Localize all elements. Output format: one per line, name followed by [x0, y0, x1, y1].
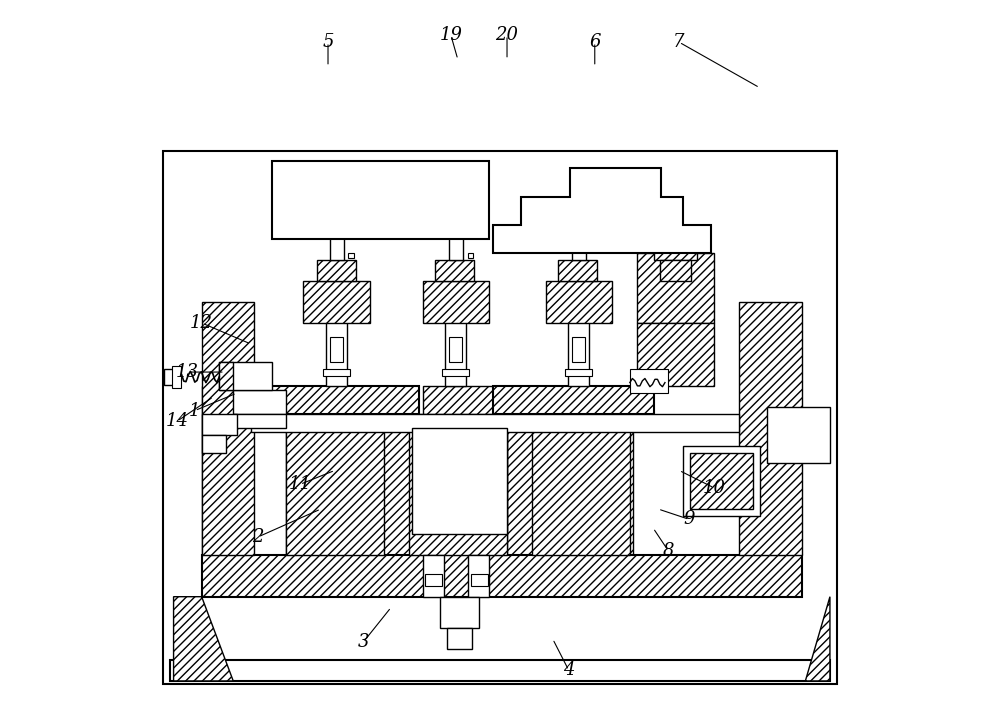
Bar [468, 253, 473, 258]
Bar [170, 660, 830, 681]
Text: 13: 13 [176, 363, 199, 381]
Text: 14: 14 [166, 412, 189, 430]
Bar [412, 428, 507, 534]
Bar [449, 225, 463, 260]
Text: 3: 3 [357, 633, 369, 651]
Bar [202, 435, 226, 453]
Bar [630, 369, 668, 393]
Bar [468, 555, 489, 597]
Bar [637, 323, 714, 386]
Bar [493, 386, 654, 414]
Bar [163, 151, 837, 684]
Bar [572, 225, 586, 260]
Text: 20: 20 [496, 26, 519, 44]
Bar [202, 386, 233, 555]
Bar [286, 428, 412, 555]
Text: 5: 5 [322, 33, 334, 51]
Bar [233, 414, 286, 428]
Polygon shape [174, 597, 233, 681]
Bar [654, 239, 697, 260]
Bar [546, 386, 616, 414]
Bar [568, 274, 589, 386]
Text: 4: 4 [563, 661, 575, 680]
Bar [435, 260, 474, 281]
Bar [572, 337, 585, 362]
Bar [300, 386, 370, 414]
Bar [449, 337, 462, 362]
Bar [565, 369, 592, 376]
Bar [447, 628, 472, 649]
Text: 7: 7 [673, 33, 685, 51]
Text: 2: 2 [252, 528, 264, 546]
Text: 9: 9 [684, 510, 695, 529]
Bar [440, 597, 479, 628]
Bar [425, 574, 442, 586]
Bar [233, 390, 286, 414]
Text: 6: 6 [589, 33, 601, 51]
Bar [423, 386, 493, 414]
Polygon shape [767, 597, 830, 681]
Bar [637, 253, 714, 323]
Text: 11: 11 [288, 475, 311, 494]
Bar [330, 337, 343, 362]
Bar [471, 574, 488, 586]
Bar [164, 369, 178, 385]
Bar [683, 446, 760, 516]
Text: 1: 1 [189, 402, 200, 420]
Text: 12: 12 [190, 314, 213, 332]
Bar [330, 225, 344, 260]
Bar [303, 281, 370, 323]
Bar [251, 414, 739, 432]
Bar [317, 260, 356, 281]
Bar [219, 362, 233, 390]
Bar [532, 414, 630, 555]
Bar [767, 407, 830, 463]
Bar [660, 260, 691, 281]
Bar [423, 281, 489, 323]
Bar [690, 453, 753, 509]
Bar [202, 414, 237, 435]
Bar [202, 555, 802, 597]
Bar [251, 386, 419, 414]
Bar [409, 414, 507, 555]
Bar [507, 428, 633, 555]
Bar [546, 281, 612, 323]
Bar [272, 161, 489, 239]
Bar [286, 414, 384, 555]
Bar [172, 366, 181, 388]
Bar [202, 302, 254, 555]
Bar [323, 369, 350, 376]
Bar [442, 369, 469, 376]
Bar [219, 362, 272, 390]
Text: 8: 8 [663, 542, 674, 560]
Bar [445, 274, 466, 386]
Text: 10: 10 [703, 479, 726, 497]
Text: 19: 19 [439, 26, 462, 44]
Bar [326, 274, 347, 386]
Bar [423, 555, 444, 597]
Bar [739, 302, 802, 555]
Bar [558, 260, 597, 281]
Polygon shape [493, 168, 711, 253]
Bar [348, 253, 354, 258]
